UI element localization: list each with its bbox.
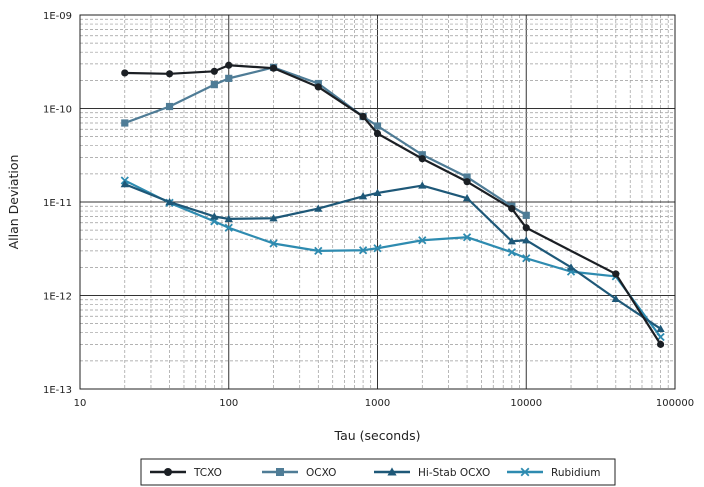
x-marker bbox=[507, 248, 516, 257]
x-marker bbox=[314, 246, 323, 256]
legend-item-ocxo: OCXO bbox=[262, 467, 336, 479]
x-marker bbox=[358, 246, 368, 255]
x-tick-label: 10000 bbox=[510, 398, 542, 409]
series-line bbox=[124, 66, 527, 217]
tick-labels: 10 100 1000 10000 100000 1E-09 1E-10 1E-11 1E-12… bbox=[43, 11, 694, 409]
x-marker-stroke bbox=[373, 244, 382, 253]
series-tcxo bbox=[121, 61, 665, 348]
square-marker bbox=[225, 74, 233, 82]
x-marker-stroke bbox=[520, 467, 530, 477]
legend-item-tcxo: TCXO bbox=[150, 467, 222, 479]
square-marker bbox=[522, 211, 530, 219]
circle-marker bbox=[656, 340, 665, 348]
x-tick-label: 100000 bbox=[656, 398, 694, 409]
y-tick-label: 1E-11 bbox=[43, 198, 72, 209]
x-marker-stroke bbox=[462, 233, 472, 242]
x-marker-stroke bbox=[418, 236, 427, 245]
y-axis-title: Allan Deviation bbox=[6, 155, 21, 250]
triangle-marker bbox=[314, 204, 323, 212]
triangle-marker bbox=[373, 188, 382, 197]
y-tick-label: 1E-10 bbox=[43, 105, 72, 116]
circle-marker bbox=[210, 67, 218, 75]
series-hi-stab-ocxo bbox=[120, 180, 665, 332]
triangle-marker bbox=[210, 212, 219, 220]
square-marker bbox=[276, 468, 284, 476]
x-marker bbox=[462, 233, 472, 242]
legend-item-hi-stab-ocxo: Hi-Stab OCXO bbox=[374, 467, 490, 479]
x-tick-label: 10 bbox=[74, 398, 87, 409]
legend-label: TCXO bbox=[193, 467, 222, 479]
circle-marker bbox=[164, 468, 172, 476]
square-marker bbox=[373, 122, 382, 130]
y-tick-label: 1E-09 bbox=[43, 11, 72, 22]
triangle-marker bbox=[611, 294, 620, 302]
x-marker-stroke bbox=[314, 246, 323, 256]
y-tick-label: 1E-13 bbox=[43, 385, 72, 396]
circle-marker bbox=[463, 178, 471, 186]
circle-marker bbox=[612, 270, 620, 278]
circle-marker bbox=[373, 129, 382, 138]
legend-label: Rubidium bbox=[551, 467, 601, 479]
square-marker bbox=[165, 102, 174, 111]
legend-label: Hi-Stab OCXO bbox=[418, 467, 490, 479]
triangle-marker bbox=[269, 214, 278, 222]
x-axis-title: Tau (seconds) bbox=[334, 428, 421, 443]
triangle-marker bbox=[522, 236, 531, 244]
legend-label: OCXO bbox=[306, 467, 336, 479]
y-tick-label: 1E-12 bbox=[43, 292, 72, 303]
legend: TCXO OCXO Hi-Stab OCXO Rubidium bbox=[140, 458, 616, 486]
triangle-marker bbox=[462, 193, 472, 202]
series-rubidium bbox=[120, 176, 665, 342]
x-marker bbox=[373, 244, 382, 253]
square-marker bbox=[418, 151, 426, 159]
x-tick-label: 100 bbox=[219, 398, 238, 409]
x-marker bbox=[520, 467, 530, 477]
triangle-marker bbox=[656, 324, 665, 332]
triangle-marker bbox=[566, 263, 576, 271]
series-layer bbox=[120, 61, 665, 348]
triangle-marker bbox=[165, 197, 174, 206]
x-tick-label: 1000 bbox=[365, 398, 390, 409]
triangle-marker bbox=[120, 180, 129, 188]
x-marker-stroke bbox=[358, 246, 368, 255]
triangle-marker bbox=[507, 237, 516, 245]
x-marker-stroke bbox=[522, 254, 531, 263]
x-marker-stroke bbox=[269, 239, 278, 248]
square-marker bbox=[210, 81, 218, 89]
triangle-marker bbox=[224, 214, 233, 222]
triangle-marker bbox=[358, 192, 368, 200]
circle-marker bbox=[359, 112, 367, 121]
circle-marker bbox=[508, 204, 516, 213]
circle-marker bbox=[418, 155, 426, 163]
circle-marker bbox=[225, 61, 233, 69]
x-marker bbox=[418, 236, 427, 245]
circle-marker bbox=[165, 70, 174, 78]
square-marker bbox=[121, 119, 129, 127]
x-marker bbox=[522, 254, 531, 263]
circle-marker bbox=[522, 224, 530, 232]
circle-marker bbox=[269, 64, 278, 72]
circle-marker bbox=[121, 69, 129, 77]
x-marker-stroke bbox=[507, 248, 516, 257]
circle-marker bbox=[314, 83, 322, 91]
x-marker-stroke bbox=[224, 223, 233, 232]
triangle-marker bbox=[387, 467, 397, 476]
triangle-marker bbox=[418, 181, 427, 189]
plot-border bbox=[79, 14, 676, 390]
x-marker bbox=[224, 223, 233, 232]
x-marker bbox=[269, 239, 278, 248]
square-marker bbox=[463, 173, 471, 181]
legend-item-rubidium: Rubidium bbox=[507, 467, 601, 479]
